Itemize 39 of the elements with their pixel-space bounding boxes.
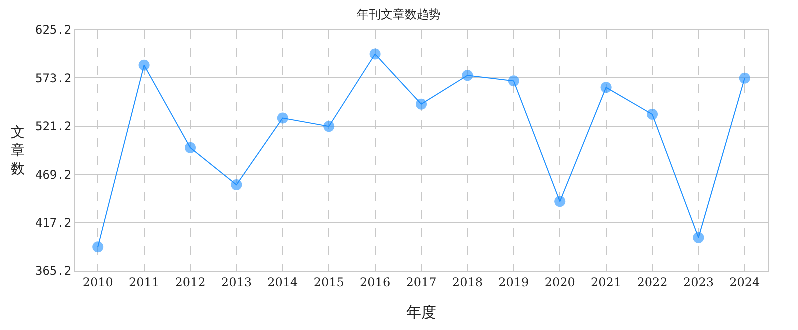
point bbox=[508, 76, 520, 87]
point bbox=[138, 60, 150, 71]
x-tick-label: 2023 bbox=[683, 275, 714, 290]
x-tick-label: 2010 bbox=[82, 275, 114, 290]
x-tick-label: 2014 bbox=[268, 275, 299, 290]
x-tick-label: 2015 bbox=[314, 275, 344, 290]
x-tick-label: 2016 bbox=[360, 275, 391, 290]
x-tick-label: 2020 bbox=[544, 275, 576, 290]
y-tick-label: 521.2 bbox=[35, 120, 72, 134]
point bbox=[739, 72, 750, 84]
point bbox=[92, 242, 104, 253]
y-tick-label: 417.2 bbox=[35, 216, 72, 230]
point bbox=[231, 179, 242, 190]
point bbox=[693, 232, 704, 244]
point bbox=[416, 98, 427, 110]
point bbox=[277, 112, 288, 124]
point bbox=[185, 142, 196, 154]
y-axis-title: 文章数 bbox=[11, 125, 25, 178]
x-tick-label: 2017 bbox=[406, 275, 437, 290]
point bbox=[324, 121, 335, 132]
point bbox=[370, 48, 381, 60]
x-tick-label: 2024 bbox=[730, 275, 761, 290]
x-tick-label: 2021 bbox=[591, 275, 622, 290]
point bbox=[647, 109, 658, 120]
x-tick-label: 2012 bbox=[175, 275, 206, 290]
point bbox=[462, 70, 474, 82]
x-tick-label: 2013 bbox=[221, 275, 252, 290]
point bbox=[554, 196, 566, 208]
y-tick-label: 469.2 bbox=[35, 168, 72, 182]
y-tick-label: 365.2 bbox=[35, 264, 72, 278]
y-tick-label: 625.2 bbox=[35, 23, 72, 38]
y-tick-label: 573.2 bbox=[35, 71, 72, 86]
x-tick-label: 2022 bbox=[637, 275, 668, 290]
chart-title: 年刊文章数趋势 bbox=[357, 7, 441, 22]
x-tick-label: 2018 bbox=[452, 275, 483, 290]
x-tick-label: 2011 bbox=[129, 275, 160, 290]
x-axis-title: 年度 bbox=[406, 303, 436, 322]
point bbox=[600, 82, 612, 94]
x-tick-label: 2019 bbox=[498, 275, 530, 290]
